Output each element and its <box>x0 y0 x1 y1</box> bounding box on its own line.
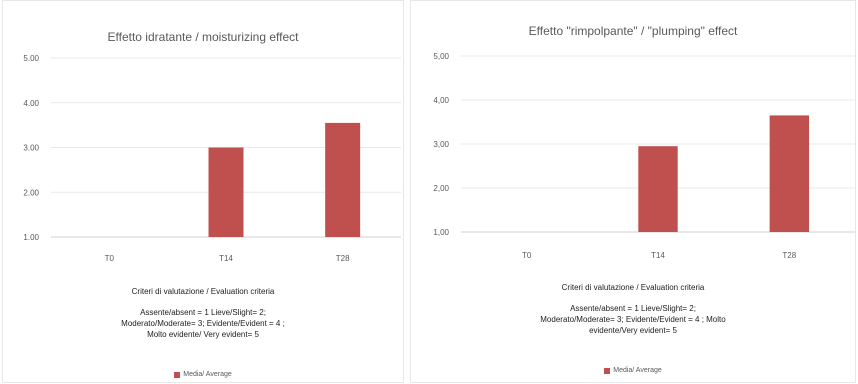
y-tick-label: 5.00 <box>23 54 39 63</box>
y-tick-label: 3,00 <box>433 140 449 149</box>
x-category-label: T14 <box>219 254 233 263</box>
criteria-line: Moderato/Moderate= 3; Evidente/Evident =… <box>540 315 726 324</box>
bar-t28 <box>769 115 810 232</box>
chart-title: Effetto idratante / moisturizing effect <box>107 30 299 44</box>
criteria-line: Moderato/Moderate= 3; Evidente/Evident =… <box>121 319 285 328</box>
criteria-heading: Criteri di valutazione / Evaluation crit… <box>561 283 705 292</box>
y-tick-label: 4.00 <box>23 99 39 108</box>
bar-t14 <box>638 146 678 232</box>
moisturizing-chart-panel: Effetto idratante / moisturizing effect … <box>2 0 404 383</box>
legend-label: Media/ Average <box>613 367 662 374</box>
criteria-line: Molto evidente/ Very evident= 5 <box>147 330 259 339</box>
y-tick-label: 5,00 <box>433 52 449 61</box>
y-tick-label: 2,00 <box>433 184 449 193</box>
y-tick-label: 1.00 <box>23 233 39 242</box>
y-tick-label: 1,00 <box>433 228 449 237</box>
y-tick-label: 4,00 <box>433 96 449 105</box>
moisturizing-bar-chart: 1.00 2.00 3.00 4.00 5.00 T0 T14 T28 <box>23 54 401 263</box>
legend-label: Media/ Average <box>183 371 232 378</box>
bar-t28 <box>325 122 361 237</box>
chart-title: Effetto "rimpolpante" / "plumping" effec… <box>528 24 738 38</box>
y-tick-label: 3.00 <box>23 144 39 153</box>
y-tick-label: 2.00 <box>23 188 39 197</box>
plumping-chart-panel: Effetto "rimpolpante" / "plumping" effec… <box>410 0 856 383</box>
x-category-label: T28 <box>782 251 796 260</box>
criteria-heading: Criteri di valutazione / Evaluation crit… <box>131 287 275 296</box>
x-category-label: T0 <box>105 254 115 263</box>
bar-t14 <box>208 147 244 237</box>
chart-legend: Media/ Average <box>3 371 403 378</box>
criteria-line: Assente/absent = 1 Lieve/Slight= 2; <box>570 304 696 313</box>
plumping-bar-chart: 1,00 2,00 3,00 4,00 5,00 T0 T14 T28 <box>433 52 855 260</box>
x-category-label: T28 <box>336 254 350 263</box>
x-category-label: T0 <box>522 251 532 260</box>
criteria-line: evidente/Very evident= 5 <box>589 326 677 335</box>
legend-swatch <box>604 367 611 374</box>
evaluation-criteria: Criteri di valutazione / Evaluation crit… <box>3 286 403 340</box>
x-category-label: T14 <box>651 251 665 260</box>
legend-swatch <box>174 371 181 378</box>
chart-legend: Media/ Average <box>411 367 855 374</box>
criteria-line: Assente/absent = 1 Lieve/Slight= 2; <box>140 308 266 317</box>
evaluation-criteria: Criteri di valutazione / Evaluation crit… <box>411 282 855 336</box>
